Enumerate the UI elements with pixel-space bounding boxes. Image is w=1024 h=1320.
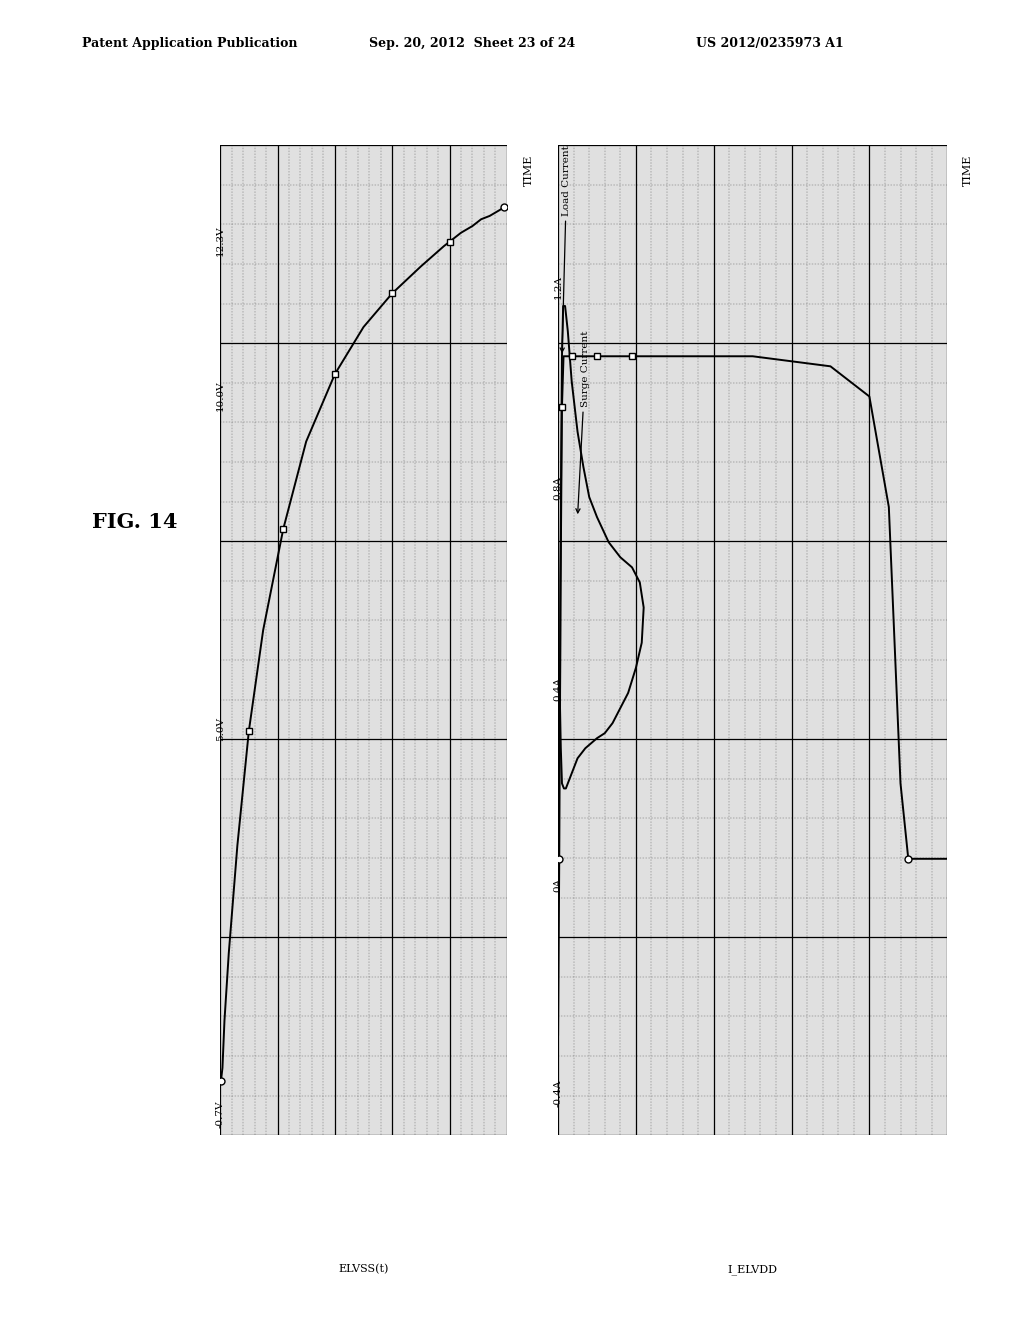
Text: 5.0V: 5.0V xyxy=(216,717,224,741)
Text: Surge Current: Surge Current xyxy=(575,330,590,513)
Text: -0.7V: -0.7V xyxy=(216,1101,224,1129)
Text: -0.4A: -0.4A xyxy=(554,1080,562,1106)
Text: 10.0V: 10.0V xyxy=(216,380,224,411)
Text: ELVSS(t): ELVSS(t) xyxy=(338,1265,389,1274)
Text: US 2012/0235973 A1: US 2012/0235973 A1 xyxy=(696,37,844,50)
Text: 0.4A: 0.4A xyxy=(554,677,562,701)
Text: Patent Application Publication: Patent Application Publication xyxy=(82,37,297,50)
Text: 12.3V: 12.3V xyxy=(216,226,224,256)
Text: 0A: 0A xyxy=(554,878,562,892)
Text: 1.2A: 1.2A xyxy=(554,275,562,300)
Text: TIME: TIME xyxy=(963,154,973,186)
Text: 0.8A: 0.8A xyxy=(554,477,562,500)
Text: TIME: TIME xyxy=(524,154,535,186)
Text: Load Current: Load Current xyxy=(560,145,571,352)
Text: FIG. 14: FIG. 14 xyxy=(92,512,177,532)
Text: Sep. 20, 2012  Sheet 23 of 24: Sep. 20, 2012 Sheet 23 of 24 xyxy=(369,37,574,50)
Text: I_ELVDD: I_ELVDD xyxy=(728,1265,777,1275)
